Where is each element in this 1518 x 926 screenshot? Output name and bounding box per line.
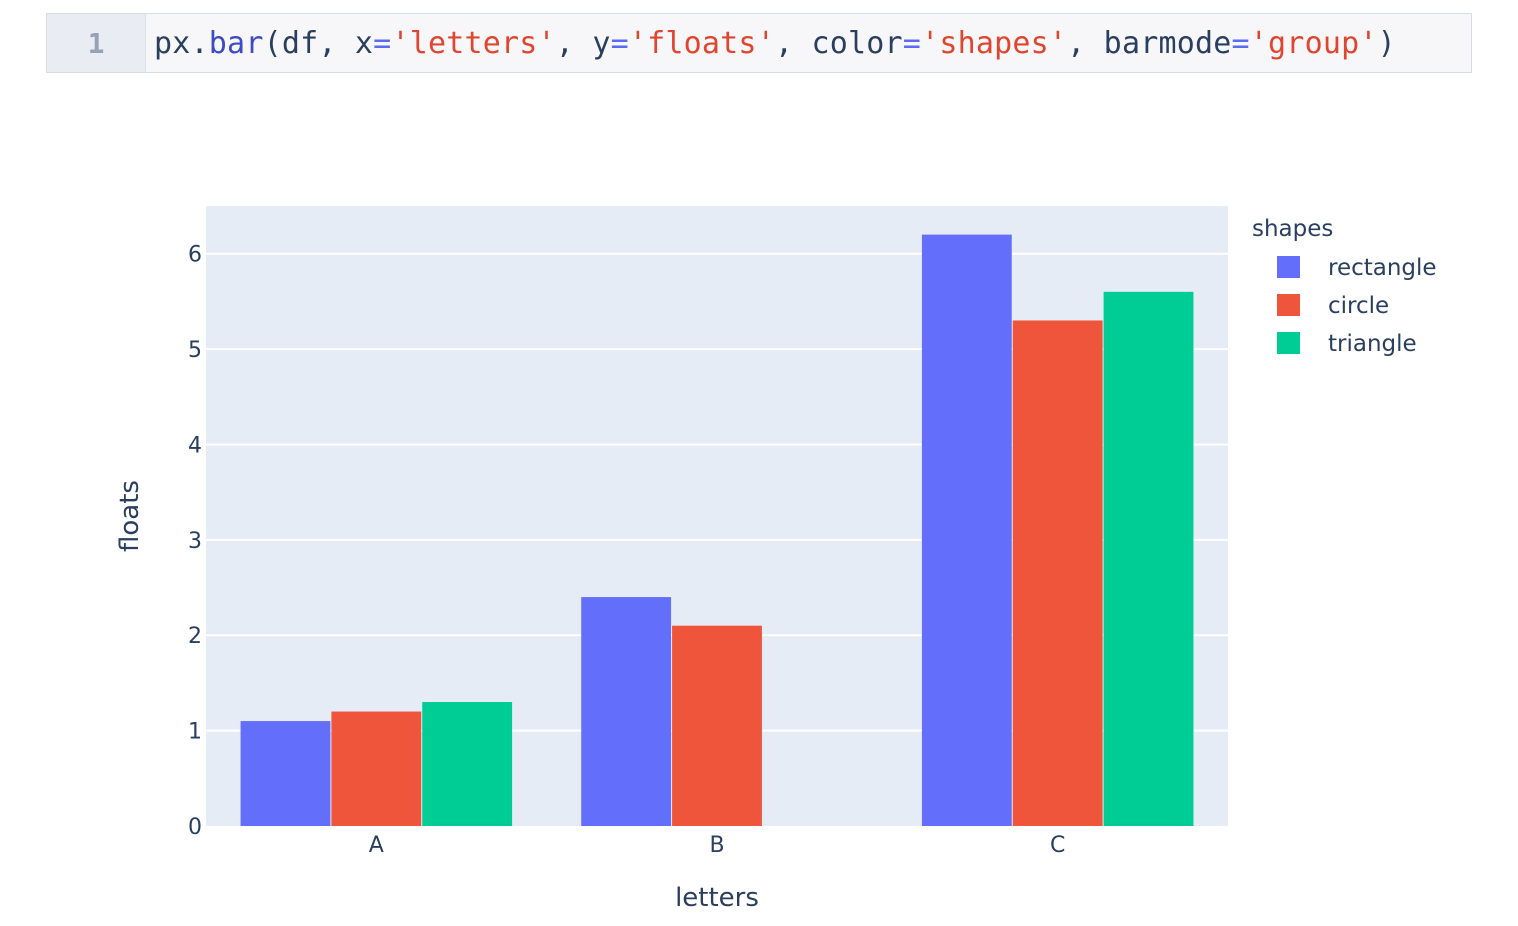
y-tick-labels: 0 1 2 3 4 5 6	[188, 243, 202, 840]
code-token: (df, x	[263, 25, 374, 61]
legend-item-triangle: triangle	[1328, 331, 1417, 357]
legend-item-circle: circle	[1328, 293, 1389, 319]
code-token: =	[610, 25, 629, 61]
bars	[240, 234, 1194, 827]
bar-circle-A	[331, 711, 422, 826]
legend-item-rectangle: rectangle	[1328, 255, 1437, 281]
bar-triangle-A	[422, 702, 513, 826]
y-tick-label: 6	[188, 243, 202, 268]
code-token: px.	[154, 25, 209, 61]
y-tick-label: 1	[188, 720, 202, 745]
y-tick-label: 3	[188, 529, 202, 554]
x-tick-label: B	[709, 833, 724, 858]
x-tick-label: A	[369, 833, 384, 858]
bar-rectangle-A	[240, 721, 331, 826]
legend-swatch-triangle	[1277, 332, 1300, 354]
bar-rectangle-C	[921, 234, 1012, 827]
y-axis-title: floats	[115, 480, 145, 552]
legend-title: shapes	[1252, 216, 1333, 242]
code-line[interactable]: px. bar (df, x ='letters', y ='floats', colo…	[146, 14, 1396, 72]
code-token: =	[373, 25, 392, 61]
legend-swatch-rectangle	[1277, 256, 1300, 278]
code-token: 'shapes'	[921, 25, 1068, 61]
x-axis-title: letters	[675, 883, 759, 913]
code-token: 'group'	[1249, 25, 1378, 61]
x-tick-labels: A B C	[369, 833, 1066, 858]
y-tick-label: 2	[188, 624, 202, 649]
code-token: , color	[774, 25, 903, 61]
bar-triangle-C	[1103, 291, 1194, 826]
y-tick-label: 4	[188, 433, 202, 458]
bar-circle-B	[672, 625, 762, 826]
code-token: 'letters'	[391, 25, 556, 61]
line-number: 1	[47, 14, 146, 72]
x-tick-label: C	[1050, 833, 1065, 858]
legend-swatch-circle	[1277, 294, 1300, 316]
code-token: =	[902, 25, 922, 61]
code-token: , barmode	[1067, 25, 1232, 61]
bar-circle-C	[1012, 320, 1103, 826]
code-token: =	[1231, 25, 1250, 61]
code-token: bar	[208, 25, 264, 61]
legend: shapes rectangle circle triangle	[1252, 216, 1437, 357]
y-tick-label: 0	[188, 815, 202, 840]
code-cell[interactable]: 1 px. bar (df, x ='letters', y ='floats', co…	[46, 13, 1472, 73]
bar-rectangle-B	[581, 597, 672, 826]
code-token: )	[1377, 25, 1396, 61]
code-token: 'floats'	[628, 25, 775, 61]
code-token: , y	[555, 25, 611, 61]
y-tick-label: 5	[188, 338, 202, 363]
